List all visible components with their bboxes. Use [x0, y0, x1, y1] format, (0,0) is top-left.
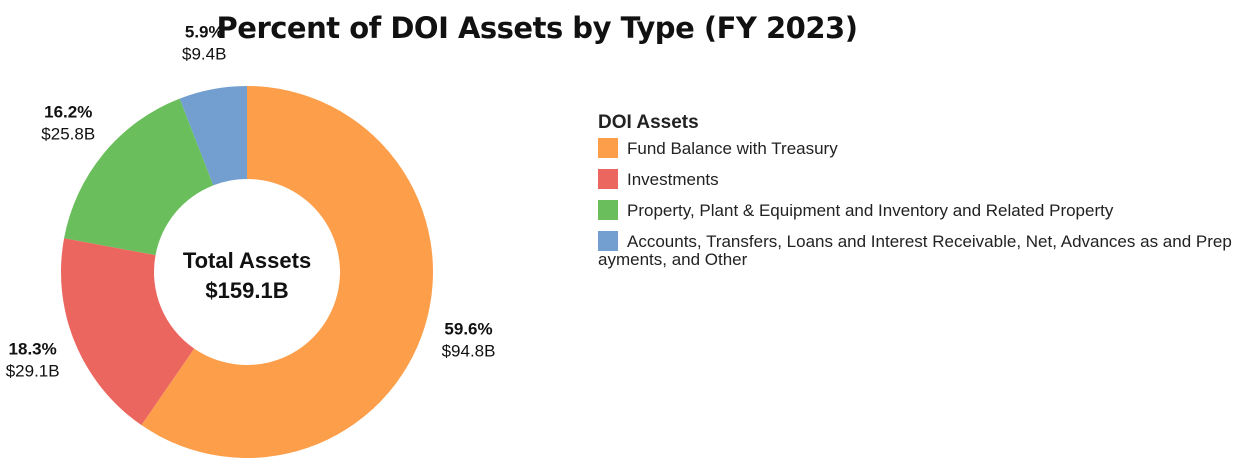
legend-item: Property, Plant & Equipment and Inventor… [598, 200, 1234, 220]
legend-item: Investments [598, 169, 1234, 189]
legend-title: DOI Assets [598, 112, 699, 133]
legend: DOI Assets Fund Balance with Treasury Inv… [598, 112, 1234, 280]
value-label: 18.3% [9, 339, 57, 358]
amount-label: $94.8B [442, 341, 496, 360]
legend-item: Accounts, Transfers, Loans and Interest … [598, 231, 1234, 269]
legend-item: Fund Balance with Treasury [598, 138, 1234, 158]
donut-slice [141, 86, 434, 458]
legend-label: Property, Plant & Equipment and Inventor… [627, 201, 1114, 220]
legend-label: Accounts, Transfers, Loans and Interest … [598, 232, 1232, 269]
legend-swatch [598, 138, 618, 158]
donut-slice [61, 238, 195, 426]
center-value: $159.1B [205, 278, 288, 303]
value-label: 16.2% [44, 103, 92, 122]
value-label: 59.6% [444, 319, 492, 338]
legend-swatch [598, 169, 618, 189]
donut-slice [64, 98, 214, 256]
legend-swatch [598, 231, 618, 251]
chart-title: Percent of DOI Assets by Type (FY 2023) [217, 11, 858, 45]
amount-label: $25.8B [41, 125, 95, 144]
amount-label: $29.1B [6, 361, 60, 380]
amount-label: $9.4B [182, 44, 226, 63]
value-label: 5.9% [185, 22, 224, 41]
legend-label: Fund Balance with Treasury [627, 139, 838, 158]
center-title: Total Assets [183, 248, 311, 273]
legend-swatch [598, 200, 618, 220]
donut-slice [179, 86, 247, 186]
legend-label: Investments [627, 170, 719, 189]
